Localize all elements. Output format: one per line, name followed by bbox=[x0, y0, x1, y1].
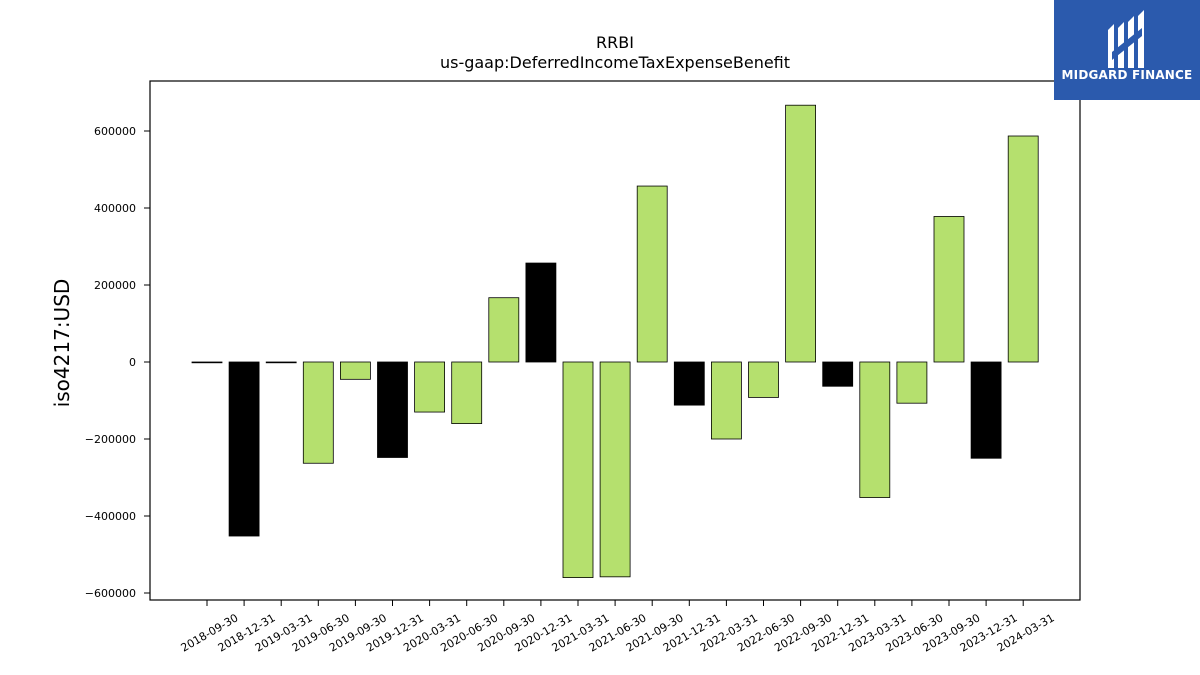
bar-2018-12-31 bbox=[228, 361, 260, 537]
y-tick-label: 200000 bbox=[94, 279, 136, 292]
bar-2021-09-30 bbox=[636, 185, 668, 363]
bar-2022-09-30 bbox=[785, 104, 816, 363]
brand-name: MIDGARD FINANCE bbox=[1061, 68, 1193, 82]
bar-2019-03-31 bbox=[265, 361, 297, 364]
bar-2021-12-31 bbox=[673, 361, 705, 406]
bar-2019-09-30 bbox=[339, 361, 371, 380]
bar-2020-03-31 bbox=[414, 361, 446, 413]
bar-2024-03-31 bbox=[1007, 135, 1039, 363]
bar-2021-06-30 bbox=[599, 361, 631, 578]
bar-2019-06-30 bbox=[302, 361, 334, 464]
brand-logo: MIDGARD FINANCE bbox=[1054, 0, 1200, 100]
y-tick-label: 400000 bbox=[94, 202, 136, 215]
bar-2023-06-30 bbox=[896, 361, 928, 404]
y-tick-label: −400000 bbox=[85, 510, 136, 523]
bar-2018-09-30 bbox=[191, 361, 223, 364]
bar-2021-03-31 bbox=[562, 361, 594, 579]
chart-title: RRBI bbox=[596, 33, 634, 52]
y-axis-label: iso4217:USD bbox=[50, 279, 74, 408]
bar-2020-09-30 bbox=[488, 297, 520, 363]
bar-2022-12-31 bbox=[822, 361, 854, 387]
bar-2022-06-30 bbox=[748, 361, 779, 398]
y-tick-label: −200000 bbox=[85, 433, 136, 446]
bar-2023-03-31 bbox=[859, 361, 891, 498]
bar-2020-12-31 bbox=[525, 262, 557, 363]
midgard-logo-icon bbox=[1108, 10, 1144, 68]
y-tick-label: −600000 bbox=[85, 587, 136, 600]
bar-2019-12-31 bbox=[377, 361, 408, 458]
bar-2023-09-30 bbox=[933, 216, 965, 363]
chart-subtitle: us-gaap:DeferredIncomeTaxExpenseBenefit bbox=[440, 53, 790, 72]
bar-2022-03-31 bbox=[711, 361, 742, 440]
bar-2023-12-31 bbox=[970, 361, 1002, 459]
y-tick-label: 600000 bbox=[94, 125, 136, 138]
y-tick-label: 0 bbox=[129, 356, 136, 369]
bar-2020-06-30 bbox=[451, 361, 483, 424]
